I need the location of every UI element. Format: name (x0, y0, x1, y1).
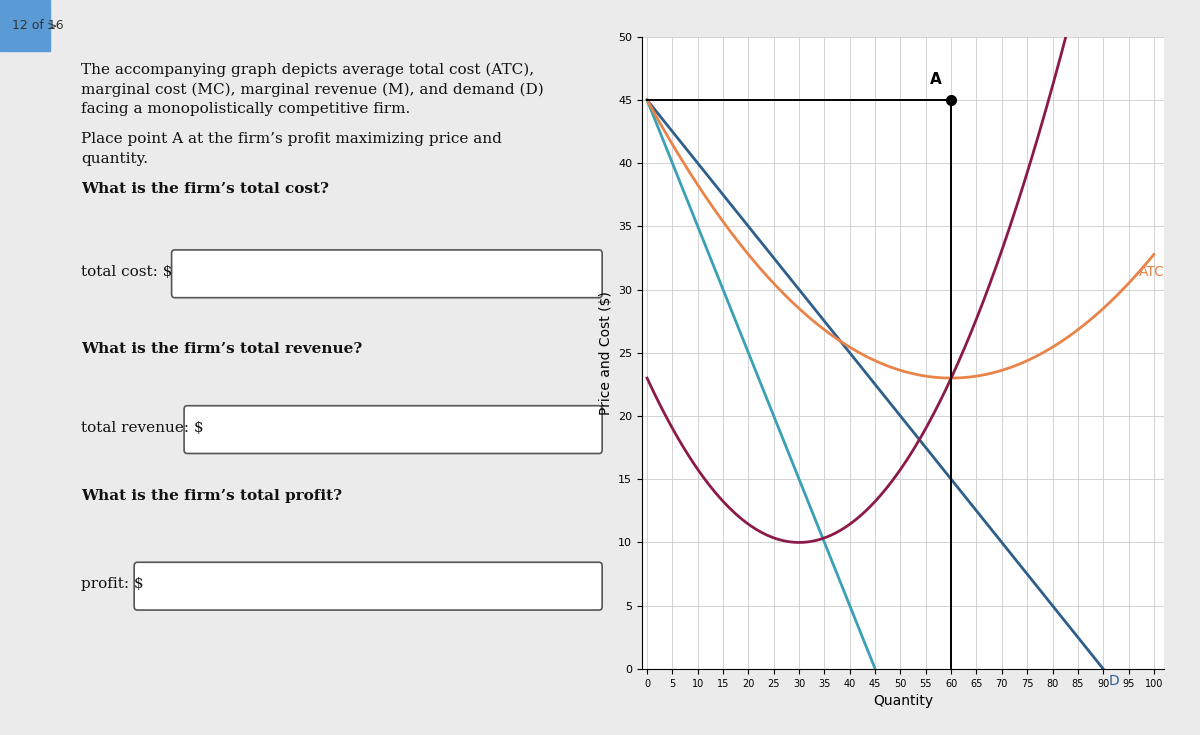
Text: facing a monopolistically competitive firm.: facing a monopolistically competitive fi… (82, 102, 410, 116)
Text: ATC: ATC (1139, 265, 1164, 279)
FancyBboxPatch shape (172, 250, 602, 298)
Text: D: D (1109, 675, 1120, 689)
Text: The accompanying graph depicts average total cost (ATC),: The accompanying graph depicts average t… (82, 62, 534, 77)
Text: marginal cost (MC), marginal revenue (M), and demand (D): marginal cost (MC), marginal revenue (M)… (82, 82, 544, 97)
Text: What is the firm’s total profit?: What is the firm’s total profit? (82, 489, 342, 503)
Y-axis label: Price and Cost ($): Price and Cost ($) (599, 291, 612, 415)
X-axis label: Quantity: Quantity (872, 694, 934, 708)
Text: What is the firm’s total revenue?: What is the firm’s total revenue? (82, 342, 362, 356)
Text: quantity.: quantity. (82, 152, 148, 166)
FancyBboxPatch shape (184, 406, 602, 453)
Text: >: > (47, 19, 58, 32)
FancyBboxPatch shape (134, 562, 602, 610)
Text: 12 of 16: 12 of 16 (12, 19, 64, 32)
Text: What is the firm’s total cost?: What is the firm’s total cost? (82, 182, 329, 196)
Text: total cost: $: total cost: $ (82, 265, 173, 279)
Bar (0, 0, 50, 51)
Text: total revenue: $: total revenue: $ (82, 420, 204, 435)
Text: profit: $: profit: $ (82, 577, 144, 592)
Text: A: A (930, 72, 942, 87)
Text: Place point A at the firm’s profit maximizing price and: Place point A at the firm’s profit maxim… (82, 132, 502, 146)
